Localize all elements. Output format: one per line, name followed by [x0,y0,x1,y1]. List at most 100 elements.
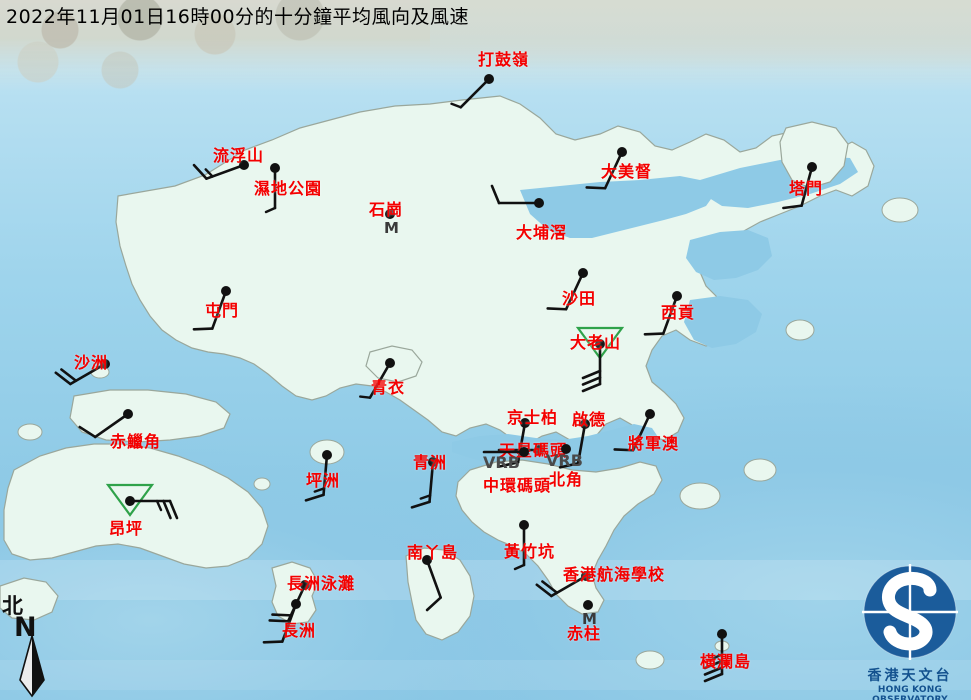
station-dot [322,450,332,460]
station-label: 沙田 [562,289,597,308]
station-label: 長洲 [282,621,317,640]
station-dot [221,286,231,296]
hko-logo-cn: 香港天文台 [867,668,953,684]
station-label: 將軍澳 [628,434,680,453]
land-chek-lap-kok [69,389,231,443]
station-label: 濕地公園 [254,179,323,198]
station-label: 昂坪 [109,519,144,538]
station-dot [595,339,605,349]
station-dot [270,163,280,173]
wind-barb-icon [643,294,679,336]
station-dot [581,571,591,581]
station-label: 天星碼頭 [499,441,568,460]
page-title: 2022年11月01日16時00分的十分鐘平均風向及風速 [6,6,470,28]
land-eastern-islands [779,121,849,189]
station-dot [123,409,133,419]
missing-data-marker: M [384,219,399,237]
station-label: 屯門 [205,301,240,320]
station-label: 北角 [549,470,584,489]
wind-barb-icon [482,450,526,454]
gale-warning-icon [575,326,625,360]
station-dot [807,162,817,172]
compass-label-en: N [14,612,37,643]
station-dot [534,445,544,455]
wind-barb-icon [581,342,602,393]
compass-needle [19,634,45,698]
station-dot [561,444,571,454]
land-cheung-chau [271,561,319,625]
wind-barb-icon [613,412,652,452]
station-label: 南丫島 [407,543,459,562]
wind-barb-icon [490,184,541,205]
station-label: 京士柏 [507,408,559,427]
wind-barb-icon [425,558,442,612]
land-po-toi [635,650,665,670]
station-label: 打鼓嶺 [478,50,530,69]
station-label: 大老山 [570,333,622,352]
hko-logo: 香港天文台 HONG KONG OBSERVATORY [852,560,968,700]
station-dot [428,457,438,467]
land-west-lantau-tail [0,577,59,621]
wind-barb-icon [54,362,107,386]
station-label: 大美督 [601,162,653,181]
compass-rose: 北 N [2,590,62,698]
station-label: 西貢 [661,303,696,322]
sea-port-shelter [684,296,762,348]
sea-sai-kung-bays [686,230,772,280]
station-label: 香港航海學校 [563,565,666,584]
land-small-island-a [253,477,271,491]
station-label: 赤鱲角 [110,432,162,451]
station-label: 青衣 [371,378,406,397]
station-label: 橫瀾島 [700,652,752,671]
land-islet-nw [17,423,43,441]
station-dot [385,209,395,219]
sea-tolo-harbour [520,176,716,238]
wind-barb-icon [192,163,246,180]
wind-barb-icon [192,289,228,331]
land-hong-kong-island [455,459,663,615]
wind-barb-icon [359,361,392,399]
station-dot [125,496,135,506]
hko-emblem-icon [862,564,958,660]
station-dot [422,555,432,565]
station-label: 石崗 [369,200,404,219]
wind-barb-icon [703,632,724,683]
wind-barb-icon [498,421,527,468]
wind-barb-icon [304,453,329,502]
station-label: 大埔滘 [516,223,568,242]
wind-barb-icon [128,499,179,520]
missing-data-marker: M [582,610,597,628]
wind-barb-icon [513,523,526,571]
station-dot [291,599,301,609]
compass-label-cn: 北 [2,594,23,618]
wind-barb-icon [262,602,298,644]
wind-barb-icon [782,165,814,210]
wind-barb-icon [450,77,491,109]
station-label: 塔門 [789,179,824,198]
land-islet-ne [881,197,919,223]
wind-barb-icon [535,574,588,598]
land-islet-clearwater [679,482,721,510]
station-dot [100,359,110,369]
station-dot [239,160,249,170]
variable-wind-marker: VRB [483,453,520,472]
station-label: 啟德 [572,410,607,429]
wind-barb-icon [558,422,587,469]
station-dot [519,520,529,530]
station-label: 黃竹坑 [504,542,556,561]
station-dot [534,198,544,208]
wind-barb-icon [585,150,624,190]
station-dot [578,268,588,278]
wind-barb-icon [78,412,130,439]
variable-wind-marker: VRB [546,451,583,470]
sea-victoria-harbour [452,424,660,470]
station-label: 中環碼頭 [483,476,552,495]
mainland-terrain-east [430,0,971,70]
station-dot [645,409,655,419]
station-label: 青洲 [413,453,448,472]
land-islet-e [785,319,815,341]
station-label: 流浮山 [213,146,265,165]
station-dot [580,419,590,429]
